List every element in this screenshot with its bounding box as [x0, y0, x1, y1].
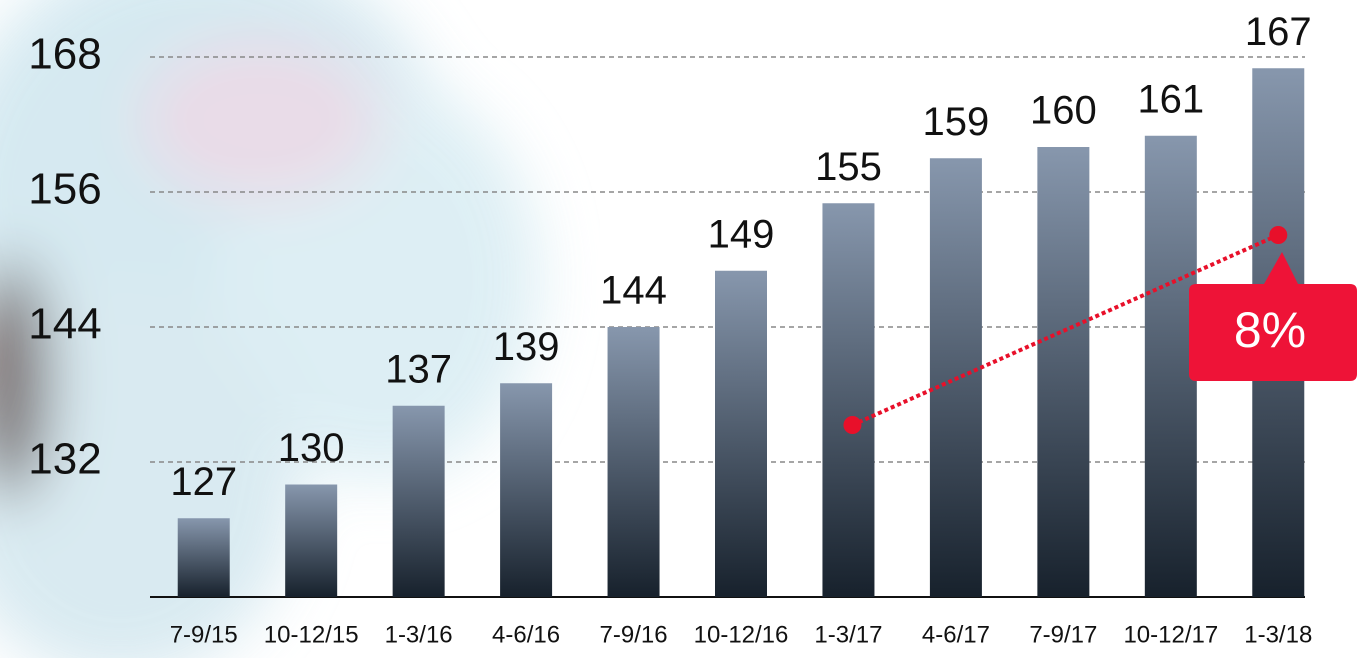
- value-label: 137: [385, 347, 452, 391]
- x-tick-label: 10-12/16: [694, 621, 789, 648]
- x-tick-label: 7-9/17: [1029, 621, 1097, 648]
- value-label: 161: [1137, 77, 1204, 121]
- value-label: 130: [278, 426, 345, 470]
- trend-dot: [843, 416, 861, 434]
- value-label: 127: [170, 460, 237, 504]
- x-tick-label: 4-6/16: [492, 621, 560, 648]
- x-tick-label: 1-3/16: [385, 621, 453, 648]
- bar: [715, 271, 767, 597]
- y-tick-label: 132: [28, 435, 101, 484]
- chart: 132 144 156 168 7-9/15 127 10-12/15 130 1-3/16 13…: [0, 0, 1357, 658]
- bar: [500, 383, 552, 597]
- value-label: 160: [1030, 89, 1097, 133]
- x-tick-label: 1-3/17: [814, 621, 882, 648]
- callout-text: 8%: [1234, 302, 1306, 358]
- trend-dot: [1269, 226, 1287, 244]
- bar: [393, 406, 445, 597]
- value-label: 167: [1245, 10, 1312, 54]
- bar: [1037, 147, 1089, 597]
- x-tick-label: 10-12/17: [1123, 621, 1218, 648]
- x-tick-label: 1-3/18: [1244, 621, 1312, 648]
- x-tick-label: 4-6/17: [922, 621, 990, 648]
- y-tick-label: 144: [28, 300, 101, 349]
- x-tick-label: 7-9/15: [170, 621, 238, 648]
- x-tick-label: 10-12/15: [264, 621, 359, 648]
- bar: [822, 203, 874, 597]
- value-label: 155: [815, 145, 882, 189]
- page: 132 144 156 168 7-9/15 127 10-12/15 130 1-3/16 13…: [0, 0, 1357, 658]
- y-tick-label: 156: [28, 165, 101, 214]
- value-label: 144: [600, 269, 667, 313]
- value-label: 159: [923, 100, 990, 144]
- bar: [285, 485, 337, 598]
- value-label: 149: [708, 212, 775, 256]
- bar: [178, 518, 230, 597]
- x-tick-label: 7-9/16: [600, 621, 668, 648]
- y-tick-label: 168: [28, 30, 101, 79]
- bar: [608, 327, 660, 597]
- value-label: 139: [493, 325, 560, 369]
